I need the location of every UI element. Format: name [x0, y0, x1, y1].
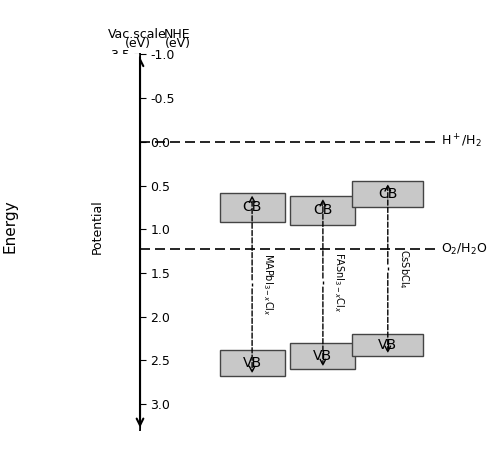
Bar: [352, 181, 423, 207]
Text: Potential: Potential: [91, 199, 104, 254]
Text: CB: CB: [378, 187, 398, 201]
Bar: [220, 193, 284, 222]
Text: VB: VB: [242, 356, 262, 370]
Text: O$_2$/H$_2$O: O$_2$/H$_2$O: [441, 242, 488, 257]
Text: MAPbI$_{3-x}$Cl$_x$: MAPbI$_{3-x}$Cl$_x$: [261, 253, 275, 316]
Bar: [290, 196, 356, 225]
Text: CB: CB: [242, 200, 262, 214]
Text: Energy: Energy: [2, 200, 18, 253]
Text: NHE: NHE: [164, 28, 191, 41]
Text: H$^+$/H$_2$: H$^+$/H$_2$: [441, 133, 482, 150]
Text: VB: VB: [378, 338, 398, 352]
Text: VB: VB: [314, 349, 332, 363]
Text: CB: CB: [313, 203, 332, 217]
Text: Vac.scale: Vac.scale: [108, 28, 167, 41]
Text: FASnI$_{3-x}$Cl$_x$: FASnI$_{3-x}$Cl$_x$: [332, 252, 345, 313]
Text: CsSbCl$_4$: CsSbCl$_4$: [396, 249, 410, 289]
Bar: [290, 343, 356, 369]
Text: (eV): (eV): [124, 37, 150, 50]
Bar: [352, 334, 423, 356]
Bar: [220, 350, 284, 376]
Text: (eV): (eV): [164, 37, 190, 50]
